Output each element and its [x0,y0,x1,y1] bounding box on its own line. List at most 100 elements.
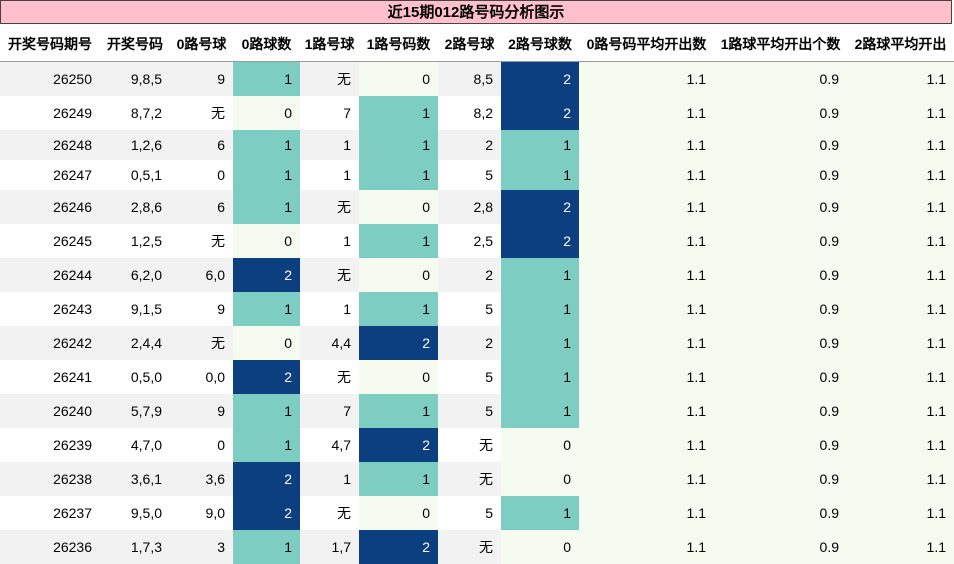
table-cell: 0 [359,495,438,530]
table-cell: 26247 [0,159,100,190]
table-row: 26243 9,1,5 9 1 1 1 5 1 1.1 0.9 1.1 [0,291,954,326]
table-cell: 无 [300,359,359,394]
table-row: 26239 4,7,0 0 1 4,7 2 无 0 1.1 0.9 1.1 [0,427,954,462]
table-cell: 1.1 [847,257,954,292]
table-cell: 0 [233,95,300,130]
table-cell: 3,6,1 [100,461,170,496]
table-cell: 2 [233,461,300,496]
table-cell: 无 [170,223,233,258]
table-row: 26246 2,8,6 6 1 无 0 2,8 2 1.1 0.9 1.1 [0,189,954,224]
table-cell: 2 [233,495,300,530]
table-row: 26236 1,7,3 3 1 1,7 2 无 0 1.1 0.9 1.1 [0,529,954,564]
table-cell: 1 [300,129,359,160]
table-cell: 2 [359,325,438,360]
table-cell: 无 [170,325,233,360]
table-cell: 4,7 [300,427,359,462]
table-cell: 1,2,5 [100,223,170,258]
table-cell: 1 [359,95,438,130]
col-header: 2路球平均开出 [854,36,947,52]
table-cell: 3 [170,529,233,564]
table-cell: 26240 [0,393,100,428]
table-cell: 26236 [0,529,100,564]
table-cell: 5 [438,495,501,530]
table-cell: 1 [300,291,359,326]
table-cell: 1.1 [847,359,954,394]
table-cell: 1.1 [579,325,714,360]
analysis-table: 开奖号码期号 开奖号码 0路号球 0路球数 1路号球 1路号码数 2路号球 2路… [0,27,954,564]
table-cell: 1 [501,257,579,292]
table-cell: 9 [170,291,233,326]
table-cell: 2 [501,95,579,130]
table-cell: 1.1 [579,393,714,428]
table-cell: 2 [438,257,501,292]
table-row: 26242 2,4,4 无 0 4,4 2 2 1 1.1 0.9 1.1 [0,325,954,360]
table-cell: 2,4,4 [100,325,170,360]
col-header: 2路号球 [444,36,495,52]
table-cell: 4,7,0 [100,427,170,462]
table-row: 26245 1,2,5 无 0 1 1 2,5 2 1.1 0.9 1.1 [0,223,954,258]
col-header: 0路号码平均开出数 [586,36,707,52]
table-cell: 0.9 [714,359,847,394]
table-cell: 9 [170,393,233,428]
table-cell: 1.1 [579,159,714,190]
table-cell: 2 [359,427,438,462]
table-cell: 1 [233,159,300,190]
table-cell: 2 [438,325,501,360]
table-row: 26241 0,5,0 0,0 2 无 0 5 1 1.1 0.9 1.1 [0,359,954,394]
table-body: 26250 9,8,5 9 1 无 0 8,5 2 1.1 0.9 1.1 26249 8,7,2 无 0 7… [0,61,954,564]
table-cell: 26244 [0,257,100,292]
table-cell: 8,5 [438,61,501,96]
col-header: 1路球平均开出个数 [720,36,841,52]
table-cell: 9,8,5 [100,61,170,96]
table-cell: 1.1 [847,159,954,190]
table-row: 26238 3,6,1 3,6 2 1 1 无 0 1.1 0.9 1.1 [0,461,954,496]
table-cell: 1.1 [847,223,954,258]
table-cell: 6,0 [170,257,233,292]
table-cell: 1 [501,495,579,530]
table-cell: 0 [359,61,438,96]
table-cell: 2 [501,223,579,258]
table-cell: 1 [233,529,300,564]
table-cell: 1 [359,129,438,160]
table-cell: 0.9 [714,159,847,190]
table-cell: 0.9 [714,325,847,360]
table-cell: 1 [233,189,300,224]
table-cell: 26241 [0,359,100,394]
table-cell: 1 [233,129,300,160]
table-cell: 1 [233,393,300,428]
table-cell: 1.1 [579,189,714,224]
table-title: 近15期012路号码分析图示 [0,0,952,24]
table-cell: 0,5,1 [100,159,170,190]
table-cell: 26248 [0,129,100,160]
table-cell: 1.1 [579,359,714,394]
header-row: 开奖号码期号 开奖号码 0路号球 0路球数 1路号球 1路号码数 2路号球 2路… [0,27,954,62]
table-cell: 0 [170,427,233,462]
col-header: 开奖号码 [107,36,163,52]
table-cell: 1.1 [579,495,714,530]
table-cell: 0,5,0 [100,359,170,394]
table-cell: 5 [438,359,501,394]
table-cell: 9,5,0 [100,495,170,530]
table-cell: 0 [233,223,300,258]
table-cell: 0 [501,427,579,462]
table-cell: 0.9 [714,291,847,326]
table-cell: 26250 [0,61,100,96]
table-cell: 1.1 [579,95,714,130]
table-cell: 1,7,3 [100,529,170,564]
table-cell: 9 [170,61,233,96]
table-cell: 1 [300,223,359,258]
table-cell: 0 [359,189,438,224]
table-cell: 0 [359,359,438,394]
table-cell: 2 [233,359,300,394]
table-cell: 6 [170,129,233,160]
table-cell: 0.9 [714,393,847,428]
table-cell: 1.1 [579,291,714,326]
table-cell: 0.9 [714,189,847,224]
col-header: 1路号码数 [366,36,431,52]
col-header: 开奖号码期号 [8,36,92,52]
table-cell: 1 [233,427,300,462]
table-cell: 0 [233,325,300,360]
table-cell: 0.9 [714,61,847,96]
table-cell: 4,4 [300,325,359,360]
table-cell: 5 [438,393,501,428]
